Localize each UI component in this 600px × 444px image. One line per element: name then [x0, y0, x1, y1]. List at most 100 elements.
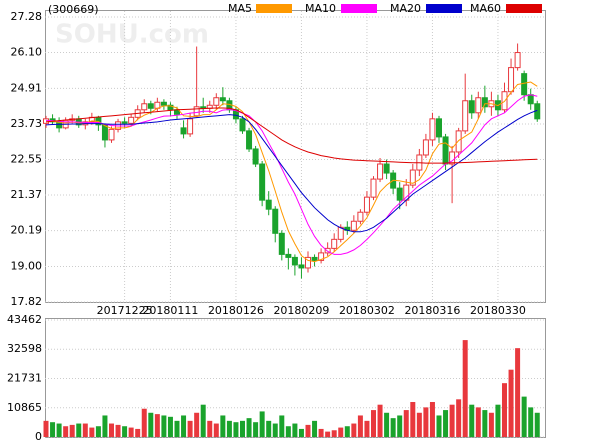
volume-bar [43, 420, 49, 437]
volume-bar [220, 415, 226, 437]
x-tick-label: 20180316 [404, 304, 460, 317]
volume-bar [325, 431, 331, 437]
x-tick-label: 20180111 [142, 304, 198, 317]
volume-bar [102, 415, 108, 437]
y-tick-label: 24.91 [11, 81, 43, 94]
volume-bar [534, 412, 540, 437]
candle-body [363, 196, 370, 213]
candle-body [481, 97, 488, 108]
candle-body [252, 148, 259, 165]
candle-body [377, 163, 384, 180]
price-panel [45, 10, 546, 303]
candle-body [121, 121, 128, 124]
candle-body [272, 208, 279, 234]
candle-body [370, 178, 377, 198]
x-tick-label: 20180126 [208, 304, 264, 317]
volume-bar [187, 420, 193, 437]
volume-bar [95, 426, 101, 437]
candle-body [180, 127, 187, 135]
candle-body [285, 253, 292, 258]
volume-bar [449, 404, 455, 437]
volume-bar [318, 428, 324, 437]
watermark: SOHU.com [55, 20, 209, 50]
candle-body [527, 94, 534, 105]
candle-body [298, 264, 305, 269]
volume-bar [240, 420, 245, 437]
candle-body [337, 226, 344, 240]
volume-bar [50, 422, 56, 437]
volume-bar [259, 411, 265, 437]
candle-body [350, 220, 357, 231]
candle-body [383, 163, 390, 174]
volume-bar [122, 426, 128, 437]
candle-body [442, 136, 449, 165]
volume-bar [141, 408, 147, 437]
volume-bar [161, 415, 167, 437]
candle-body [396, 187, 403, 201]
volume-bar [521, 396, 527, 437]
volume-bar [384, 412, 390, 437]
volume-bar [357, 415, 363, 437]
candle-body [265, 199, 272, 210]
candle-body [101, 124, 108, 141]
volume-bar [181, 415, 187, 437]
y-tick-label: 22.55 [11, 153, 43, 166]
volume-bar [475, 407, 481, 437]
volume-bar [109, 423, 114, 437]
volume-tick-label: 0 [35, 430, 42, 440]
volume-bar [266, 420, 272, 437]
legend-swatch [256, 4, 292, 13]
candle-body [128, 116, 135, 124]
volume-bar [488, 412, 494, 437]
x-tick-label: 20180302 [339, 304, 395, 317]
volume-bar [207, 420, 213, 437]
volume-bar [63, 426, 69, 437]
volume-bar [338, 427, 344, 437]
candle-body [357, 211, 364, 222]
ma-line [45, 107, 538, 164]
volume-bar [515, 348, 521, 437]
volume-bar [115, 424, 121, 437]
volume-bar [416, 412, 422, 437]
volume-bar [344, 426, 350, 437]
candle-body [409, 169, 416, 186]
volume-bar [167, 416, 173, 437]
candle-body [167, 104, 174, 111]
volume-bar [154, 414, 160, 437]
volume-bar [377, 404, 383, 437]
volume-bar [462, 340, 468, 437]
candle-body [147, 103, 154, 109]
candle-body [514, 52, 521, 69]
candle-body [239, 118, 246, 132]
volume-bar [429, 402, 435, 437]
volume-bar [279, 415, 285, 437]
candle-body [462, 100, 469, 132]
y-tick-label: 17.82 [11, 295, 43, 308]
volume-bar [213, 423, 219, 437]
volume-bar [246, 418, 252, 437]
legend-swatch [341, 4, 377, 13]
ma-line [45, 109, 538, 233]
volume-bar [226, 420, 232, 437]
volume-bar [410, 402, 416, 437]
legend-label: MA10 [305, 2, 336, 15]
x-tick-label: 20180209 [273, 304, 329, 317]
legend-label: MA60 [470, 2, 501, 15]
y-tick-label: 21.37 [11, 188, 43, 201]
volume-bar [456, 399, 462, 437]
candle-body [246, 130, 253, 150]
volume-bar [174, 420, 180, 437]
volume-bar [482, 410, 488, 437]
volume-bar [200, 404, 206, 437]
volume-bar [436, 415, 442, 437]
x-tick-label: 20171225 [97, 304, 153, 317]
candle-body [311, 256, 318, 261]
volume-tick-label: 43462 [7, 313, 42, 326]
y-tick-label: 23.73 [11, 117, 43, 130]
candle-body [436, 118, 442, 138]
candle-body [521, 73, 528, 96]
legend-label: MA5 [228, 2, 252, 15]
volume-bar [443, 410, 449, 437]
volume-bar [135, 428, 141, 437]
y-tick-label: 20.19 [11, 224, 43, 237]
